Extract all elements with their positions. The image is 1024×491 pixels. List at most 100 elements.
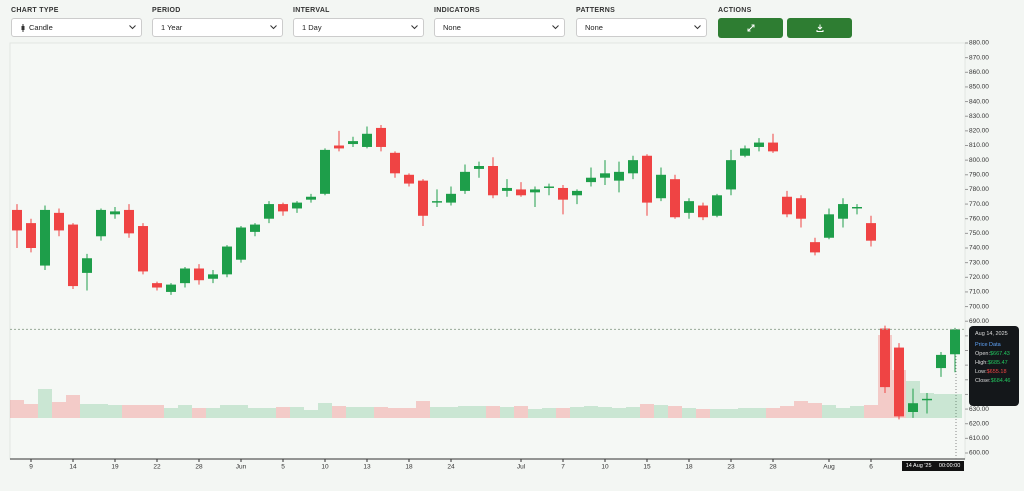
y-tick-label: 630.00 bbox=[969, 406, 989, 413]
candle-body bbox=[810, 242, 820, 253]
volume-bar bbox=[248, 408, 262, 418]
candle-body bbox=[208, 274, 218, 279]
candle-body bbox=[908, 403, 918, 412]
volume-bar bbox=[94, 404, 108, 418]
candle-body bbox=[558, 187, 568, 200]
candle-body bbox=[614, 171, 624, 181]
select[interactable]: None bbox=[434, 18, 565, 37]
candle-body bbox=[180, 268, 190, 284]
candle-body bbox=[236, 227, 246, 260]
volume-bar bbox=[234, 405, 248, 418]
action-button[interactable] bbox=[718, 18, 783, 38]
candle-body bbox=[390, 152, 400, 174]
candle-body bbox=[418, 180, 428, 216]
candle-body bbox=[544, 186, 554, 188]
action-button[interactable] bbox=[787, 18, 852, 38]
candle-icon bbox=[21, 23, 25, 32]
candle-body bbox=[642, 155, 652, 203]
y-tick-label: 830.00 bbox=[969, 113, 989, 120]
control-label: ACTIONS bbox=[718, 7, 752, 14]
y-tick-label: 690.00 bbox=[969, 318, 989, 325]
tooltip: Aug 14, 2025 Price Data Open:$667.43 High… bbox=[969, 326, 1019, 406]
candle-body bbox=[348, 141, 358, 145]
tooltip-label: Open: bbox=[975, 351, 990, 357]
volume-bar bbox=[66, 395, 80, 418]
x-tick-label: Aug bbox=[823, 464, 835, 471]
volume-bar bbox=[724, 409, 738, 418]
icon bbox=[747, 24, 754, 32]
chevron bbox=[694, 25, 701, 30]
volume-bar bbox=[38, 389, 52, 418]
candle-body bbox=[936, 354, 946, 369]
volume-bar bbox=[822, 405, 836, 418]
y-tick-label: 760.00 bbox=[969, 215, 989, 222]
volume-bar bbox=[598, 407, 612, 418]
y-tick-label: 710.00 bbox=[969, 289, 989, 296]
volume-bar bbox=[542, 408, 556, 418]
chevron bbox=[411, 25, 418, 30]
volume-bar bbox=[696, 409, 710, 418]
x-tick-label: 7 bbox=[561, 464, 565, 471]
chevron bbox=[552, 25, 559, 30]
candle-body bbox=[866, 223, 876, 241]
tooltip-label: Low: bbox=[975, 369, 987, 375]
volume-bar bbox=[220, 405, 234, 418]
select[interactable]: 1 Year bbox=[152, 18, 283, 37]
control-label: CHART TYPE bbox=[11, 7, 59, 14]
crosshair-date: 14 Aug '25 bbox=[905, 463, 932, 469]
control: ACTIONS bbox=[718, 7, 752, 18]
candle-body bbox=[222, 246, 232, 275]
tooltip-label: Close: bbox=[975, 378, 991, 384]
volume-bar bbox=[430, 407, 444, 418]
y-tick-label: 720.00 bbox=[969, 274, 989, 281]
candle-body bbox=[502, 187, 512, 191]
x-tick-label: Jul bbox=[517, 464, 526, 471]
candle-body bbox=[600, 173, 610, 178]
select[interactable]: 1 Day bbox=[293, 18, 424, 37]
candle-body bbox=[796, 198, 806, 219]
y-tick-label: 790.00 bbox=[969, 172, 989, 179]
candle-body bbox=[894, 347, 904, 417]
candle-body bbox=[292, 202, 302, 209]
x-tick-label: 23 bbox=[727, 464, 735, 471]
y-tick-label: 860.00 bbox=[969, 69, 989, 76]
volume-bar bbox=[500, 407, 514, 418]
candle-body bbox=[362, 133, 372, 147]
y-tick-label: 770.00 bbox=[969, 201, 989, 208]
volume-bar bbox=[766, 408, 780, 418]
volume-bar bbox=[24, 404, 38, 418]
volume-bar bbox=[290, 407, 304, 418]
volume-bar bbox=[346, 407, 360, 418]
candle-body bbox=[880, 328, 890, 388]
candle-body bbox=[26, 223, 36, 248]
volume-bar bbox=[444, 407, 458, 418]
volume-bar bbox=[360, 407, 374, 418]
x-tick-label: 18 bbox=[685, 464, 693, 471]
select[interactable]: None bbox=[576, 18, 707, 37]
control: CHART TYPE Candle bbox=[11, 7, 142, 37]
volume-bar bbox=[864, 405, 878, 418]
volume-bar bbox=[934, 394, 948, 418]
candle-body bbox=[82, 258, 92, 273]
candle-body bbox=[264, 204, 274, 219]
y-tick-label: 730.00 bbox=[969, 259, 989, 266]
candle-body bbox=[488, 166, 498, 196]
candle-body bbox=[110, 211, 120, 215]
x-tick-label: 28 bbox=[195, 464, 203, 471]
candle-body bbox=[838, 204, 848, 219]
volume-bar bbox=[150, 405, 164, 418]
select[interactable]: Candle bbox=[11, 18, 142, 37]
volume-bar bbox=[486, 406, 500, 418]
candle-body bbox=[460, 171, 470, 191]
icon bbox=[816, 24, 823, 32]
candle-body bbox=[474, 166, 484, 169]
x-tick-label: 19 bbox=[111, 464, 119, 471]
volume-bar bbox=[388, 408, 402, 418]
x-tick-label: 9 bbox=[29, 464, 33, 471]
y-tick-label: 600.00 bbox=[969, 450, 989, 457]
x-tick-label: 5 bbox=[281, 464, 285, 471]
tooltip-row: Low:$655.18 bbox=[975, 369, 1013, 375]
candle-body bbox=[782, 196, 792, 215]
plot-area bbox=[9, 42, 966, 460]
